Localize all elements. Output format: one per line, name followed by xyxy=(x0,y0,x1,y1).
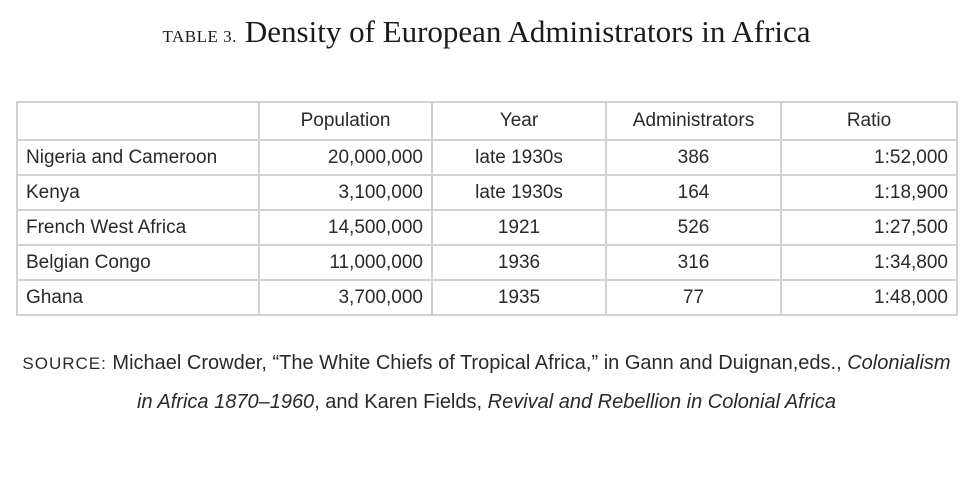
cell-administrators: 164 xyxy=(605,174,782,211)
cell-population: 14,500,000 xyxy=(258,209,433,246)
header-cell-administrators: Administrators xyxy=(605,101,782,141)
cell-year: 1936 xyxy=(431,244,607,281)
table-number: TABLE 3. xyxy=(162,27,237,46)
cell-administrators: 77 xyxy=(605,279,782,316)
source-work-title: Colonialism in Africa 1870–1960 xyxy=(137,352,951,413)
cell-ratio: 1:52,000 xyxy=(780,139,958,176)
cell-population: 3,100,000 xyxy=(258,174,433,211)
table-row: Kenya 3,100,000 late 1930s 164 1:18,900 xyxy=(16,174,958,211)
header-cell-ratio: Ratio xyxy=(780,101,958,141)
cell-administrators: 386 xyxy=(605,139,782,176)
cell-ratio: 1:18,900 xyxy=(780,174,958,211)
source-label: SOURCE: xyxy=(22,354,107,373)
cell-population: 20,000,000 xyxy=(258,139,433,176)
cell-year: 1935 xyxy=(431,279,607,316)
table-row: French West Africa 14,500,000 1921 526 1… xyxy=(16,209,958,246)
cell-year: late 1930s xyxy=(431,139,607,176)
cell-territory: Belgian Congo xyxy=(16,244,260,281)
cell-year: late 1930s xyxy=(431,174,607,211)
cell-ratio: 1:27,500 xyxy=(780,209,958,246)
table-row: Belgian Congo 11,000,000 1936 316 1:34,8… xyxy=(16,244,958,281)
source-note: SOURCE: Michael Crowder, “The White Chie… xyxy=(20,344,953,421)
cell-territory: French West Africa xyxy=(16,209,260,246)
cell-administrators: 316 xyxy=(605,244,782,281)
table-caption: TABLE 3. Density of European Administrat… xyxy=(0,14,973,50)
source-text: Michael Crowder, “The White Chiefs of Tr… xyxy=(112,352,848,374)
cell-territory: Ghana xyxy=(16,279,260,316)
header-row: Population Year Administrators Ratio xyxy=(16,101,958,141)
cell-territory: Nigeria and Cameroon xyxy=(16,139,260,176)
cell-ratio: 1:48,000 xyxy=(780,279,958,316)
cell-ratio: 1:34,800 xyxy=(780,244,958,281)
cell-year: 1921 xyxy=(431,209,607,246)
table-row: Nigeria and Cameroon 20,000,000 late 193… xyxy=(16,139,958,176)
table-row: Ghana 3,700,000 1935 77 1:48,000 xyxy=(16,279,958,316)
data-table: Population Year Administrators Ratio Nig… xyxy=(16,101,958,316)
source-text-continued: , and Karen Fields, xyxy=(314,391,488,413)
cell-territory: Kenya xyxy=(16,174,260,211)
cell-population: 3,700,000 xyxy=(258,279,433,316)
table-title: Density of European Administrators in Af… xyxy=(244,14,811,49)
cell-population: 11,000,000 xyxy=(258,244,433,281)
source-work-title-2: Revival and Rebellion in Colonial Africa xyxy=(487,391,836,413)
header-cell-blank xyxy=(16,101,260,141)
cell-administrators: 526 xyxy=(605,209,782,246)
header-cell-year: Year xyxy=(431,101,607,141)
header-cell-population: Population xyxy=(258,101,433,141)
